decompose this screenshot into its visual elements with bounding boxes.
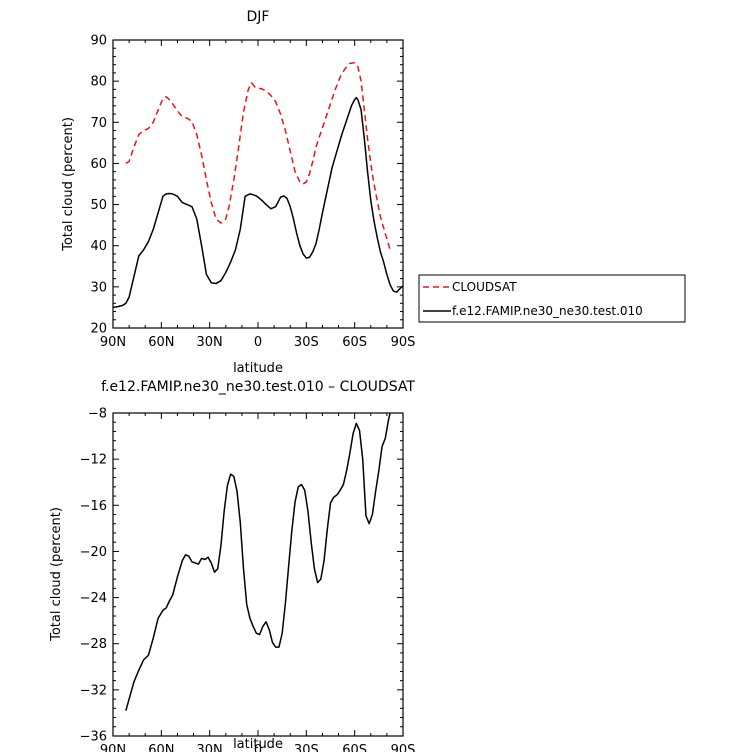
chart-bottom-x-tick-label: 60N (148, 743, 174, 752)
chart-top-y-tick-label: 60 (90, 157, 107, 172)
chart-bottom-y-tick-label: −8 (88, 407, 107, 422)
chart-top-x-label: latitude (233, 361, 283, 376)
chart-bottom-x-tick-label: 90S (391, 743, 416, 752)
chart-top-y-tick-label: 40 (90, 239, 107, 254)
chart-bottom-y-label: Total cloud (percent) (49, 507, 64, 642)
chart-top-y-ticks: 20 30 40 50 60 70 80 90 (90, 34, 403, 337)
chart-bottom-x-ticks: 90N 60N 30N 0 30S 60S 90S (100, 413, 416, 752)
chart-top-x-tick-label: 0 (254, 335, 262, 350)
chart-bottom-x-tick-label: 0 (254, 743, 262, 752)
chart-top: DJF 90N 60N 30N 0 30S 60S 90S 2030405060708090… (61, 9, 415, 376)
chart-bottom-y-tick-label: −24 (80, 591, 107, 606)
chart-bottom-series-line-0 (125, 412, 391, 711)
chart-bottom-x-tick-label: 90N (100, 743, 126, 752)
chart-top-x-ticks: 90N 60N 30N 0 30S 60S 90S (100, 40, 416, 350)
chart-top-y-label: Total cloud (percent) (61, 117, 76, 252)
chart-top-x-tick-label: 60N (148, 335, 174, 350)
chart-top-x-tick-label: 30N (197, 335, 223, 350)
legend-box (418, 274, 686, 323)
chart-bottom-x-tick-label: 30N (197, 743, 223, 752)
legend: CLOUDSAT f.e12.FAMIP.ne30_ne30.test.010 (418, 274, 686, 323)
chart-top-frame (112, 39, 404, 329)
chart-top-title: DJF (247, 9, 270, 25)
chart-top-y-tick-label: 30 (90, 280, 107, 295)
chart-bottom-y-tick-label: −28 (80, 637, 107, 652)
chart-top-y-tick-label: 20 (90, 322, 107, 337)
chart-bottom-x-tick-label: 30S (294, 743, 319, 752)
chart-top-y-tick-label: 80 (90, 75, 107, 90)
chart-top-y-tick-label: 70 (90, 116, 107, 131)
chart-bottom-y-tick-label: −12 (80, 453, 107, 468)
chart-bottom: f.e12.FAMIP.ne30_ne30.test.010 – CLOUDSA… (49, 379, 415, 752)
chart-top-y-tick-label: 50 (90, 198, 107, 213)
chart-bottom-x-tick-label: 60S (342, 743, 367, 752)
chart-bottom-title: f.e12.FAMIP.ne30_ne30.test.010 – CLOUDSA… (101, 379, 415, 395)
chart-top-x-tick-label: 30S (294, 335, 319, 350)
chart-bottom-y-tick-label: −16 (80, 499, 107, 514)
chart-top-x-tick-label: 90S (391, 335, 416, 350)
chart-top-y-tick-label: 90 (90, 34, 107, 49)
chart-top-x-tick-label: 60S (342, 335, 367, 350)
chart-bottom-series (125, 412, 391, 711)
legend-label-model: f.e12.FAMIP.ne30_ne30.test.010 (452, 304, 643, 318)
chart-bottom-x-label: latitude (233, 737, 283, 752)
chart-top-series-line-1 (112, 96, 404, 309)
chart-bottom-y-tick-label: −36 (80, 730, 107, 745)
legend-label-cloudsat: CLOUDSAT (452, 280, 517, 294)
chart-top-series (112, 61, 404, 309)
chart-bottom-y-tick-label: −32 (80, 683, 107, 698)
chart-bottom-y-ticks: −36 −32 −28 −24 −20 −16 −12 −8 (80, 407, 403, 745)
chart-top-series-line-0 (125, 61, 391, 251)
chart-bottom-y-tick-label: −20 (80, 545, 107, 560)
chart-top-x-tick-label: 90N (100, 335, 126, 350)
chart-bottom-frame (112, 412, 404, 737)
